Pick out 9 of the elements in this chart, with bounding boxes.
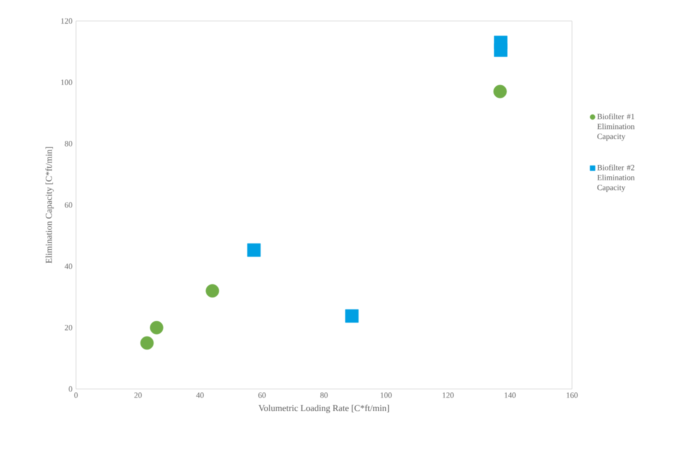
point: [494, 43, 508, 57]
point: [150, 320, 164, 334]
y-axis-title: Elimination Capacity [C*ft/min]: [45, 147, 54, 264]
point: [140, 336, 154, 350]
point: [493, 84, 507, 98]
x-axis-title: Volumetric Loading Rate [C*ft/min]: [258, 404, 389, 413]
point: [206, 284, 220, 298]
point: [247, 243, 261, 257]
point: [345, 309, 359, 323]
